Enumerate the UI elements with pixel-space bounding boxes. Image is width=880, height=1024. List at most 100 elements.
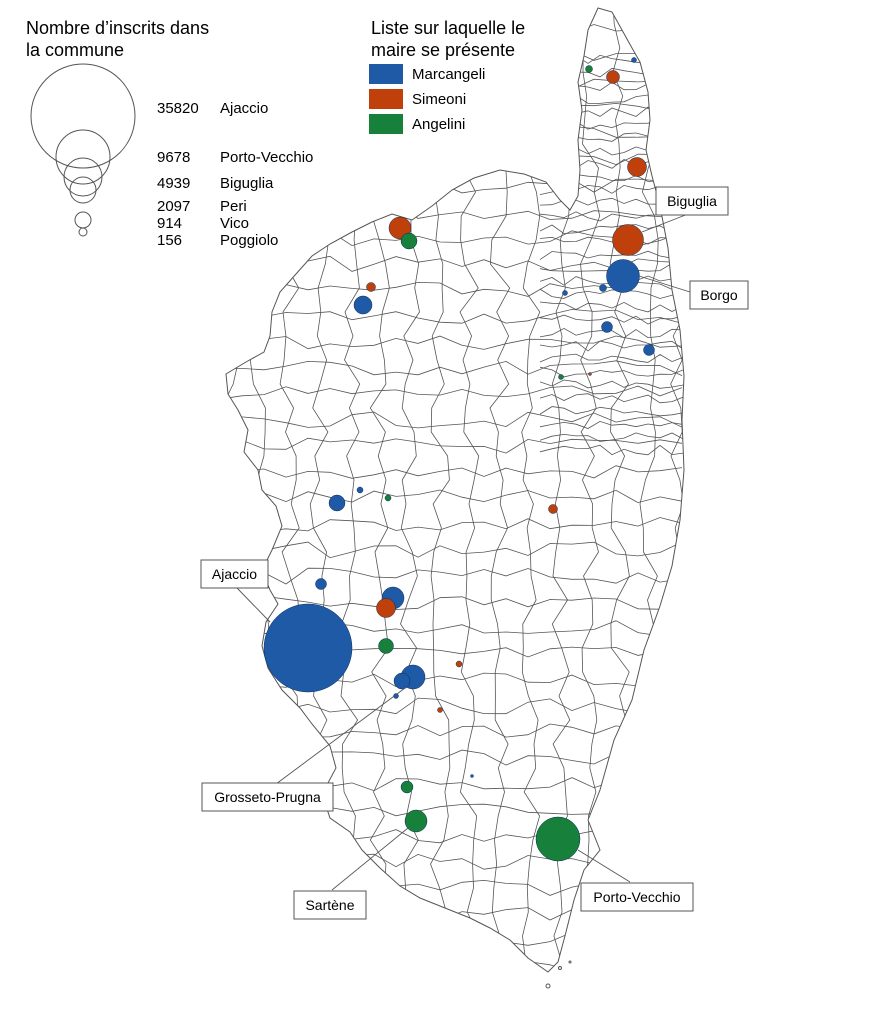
size-legend-title-line2: la commune	[26, 40, 124, 60]
marker-angelini	[378, 638, 394, 654]
callout-label-ajaccio: Ajaccio	[212, 566, 257, 582]
marker-simeoni	[548, 504, 558, 514]
marker-simeoni	[376, 598, 396, 618]
marker-marcangeli	[315, 578, 327, 590]
marker-simeoni	[437, 707, 443, 713]
commune-boundary	[226, 411, 683, 429]
callout-box-porto-vecchio	[580, 882, 694, 912]
legend-swatch-angelini	[369, 114, 403, 134]
leader-sartene	[331, 827, 409, 891]
callout-label-biguglia: Biguglia	[667, 193, 717, 209]
leader-grosseto	[275, 687, 406, 785]
marker-simeoni	[455, 660, 463, 668]
size-value: 9678	[157, 149, 190, 166]
marker-marcangeli	[393, 672, 411, 690]
corsica-island-outline	[225, 7, 685, 973]
marker-simeoni	[366, 282, 376, 292]
leader-borgo	[638, 275, 691, 293]
commune-boundary	[539, 366, 684, 378]
size-name: Peri	[220, 198, 247, 215]
leader-porto-vecchio	[577, 849, 631, 883]
marker-marcangeli	[353, 295, 373, 315]
commune-boundary	[539, 301, 684, 313]
commune-boundary	[226, 489, 683, 504]
marker-simeoni	[588, 372, 592, 376]
callout-box-biguglia	[655, 186, 729, 216]
size-circle-porto-vecchio	[55, 129, 111, 185]
callout-label-sartene: Sartène	[305, 897, 354, 913]
commune-boundary	[539, 420, 684, 429]
commune-boundary	[539, 444, 684, 456]
size-circle-biguglia	[63, 157, 103, 197]
islet	[568, 960, 572, 964]
marker-simeoni	[388, 216, 412, 240]
marker-marcangeli-ajaccio	[263, 603, 353, 693]
legend-swatch-marcangeli	[369, 64, 403, 84]
commune-boundary	[226, 308, 683, 324]
marker-simeoni	[627, 157, 647, 177]
legend-swatch-simeoni	[369, 89, 403, 109]
marker-marcangeli	[328, 494, 346, 512]
marker-marcangeli-borgo	[606, 259, 640, 293]
marker-simeoni-biguglia	[612, 224, 644, 256]
size-circle-poggiolo	[78, 227, 88, 237]
leader-biguglia	[641, 213, 689, 233]
callout-label-grosseto: Grosseto-Prugna	[214, 789, 321, 805]
commune-boundary	[539, 236, 684, 245]
commune-boundary	[226, 385, 683, 400]
commune-boundary	[539, 432, 684, 442]
size-legend-circles	[30, 63, 136, 237]
marker-angelini-porto-vecchio	[535, 816, 581, 862]
size-value: 4939	[157, 175, 190, 192]
callout-box-ajaccio	[200, 559, 269, 589]
marker-angelini-sartene	[404, 809, 428, 833]
marker-marcangeli	[601, 321, 613, 333]
marker-angelini	[400, 232, 418, 250]
commune-boundary	[226, 335, 683, 350]
size-name: Biguglia	[220, 175, 274, 192]
commune-boundary	[226, 465, 683, 479]
size-circle-ajaccio	[30, 63, 136, 169]
size-value: 35820	[157, 100, 199, 117]
commune-boundary	[226, 593, 683, 610]
size-value: 156	[157, 232, 182, 249]
legend-label-marcangeli: Marcangeli	[412, 66, 485, 83]
callout-leaders	[236, 213, 691, 891]
commune-boundary	[539, 288, 684, 299]
size-name: Ajaccio	[220, 100, 268, 117]
callout-box-grosseto	[201, 782, 334, 812]
size-value: 2097	[157, 198, 190, 215]
color-legend: Liste sur laquelle le maire se présente …	[369, 18, 525, 134]
marker-marcangeli	[643, 344, 655, 356]
color-legend-title-line2: maire se présente	[371, 40, 515, 60]
commune-boundary	[226, 360, 683, 376]
marker-marcangeli	[599, 284, 607, 292]
commune-boundary	[539, 393, 684, 404]
commune-boundary	[539, 406, 684, 417]
size-name: Porto-Vecchio	[220, 149, 313, 166]
commune-boundary	[226, 541, 683, 559]
callout-label-porto-vecchio: Porto-Vecchio	[593, 889, 680, 905]
legend-label-angelini: Angelini	[412, 116, 465, 133]
callout-label-borgo: Borgo	[700, 287, 738, 303]
size-legend: Nombre d’inscrits dans la commune 35820 …	[26, 18, 313, 249]
commune-boundary	[226, 957, 683, 972]
commune-boundary	[226, 437, 683, 454]
commune-boundary	[539, 250, 684, 260]
callout-labels: Biguglia Borgo Ajaccio Grosseto-Prugna S…	[200, 186, 749, 920]
size-value: 914	[157, 215, 182, 232]
size-name: Vico	[220, 215, 249, 232]
size-name: Poggiolo	[220, 232, 278, 249]
marker-marcangeli	[470, 774, 474, 778]
commune-boundary	[539, 327, 684, 339]
commune-boundary	[226, 8, 241, 972]
marker-simeoni	[606, 70, 620, 84]
commune-markers	[263, 57, 655, 862]
marker-marcangeli	[356, 486, 364, 494]
size-circle-vico	[74, 211, 92, 229]
leader-ajaccio	[236, 587, 271, 623]
marker-marcangeli	[631, 57, 637, 63]
commune-boundary	[539, 314, 684, 325]
marker-angelini	[384, 494, 392, 502]
callout-box-sartene	[293, 890, 367, 920]
